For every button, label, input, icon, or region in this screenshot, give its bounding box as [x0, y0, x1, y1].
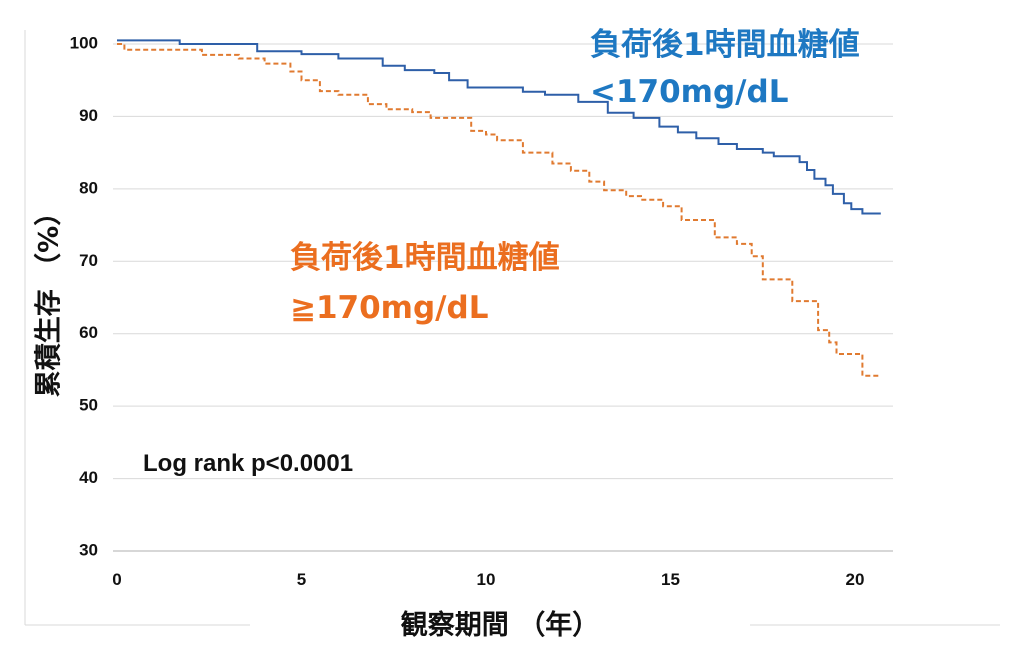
series-label-high-glucose-line2: ≧170mg/dL: [290, 290, 488, 326]
series-label-high-glucose-line1: 負荷後1時間血糖値: [290, 240, 560, 276]
y-tick-label: 100: [70, 33, 98, 52]
x-tick-label: 5: [297, 570, 306, 589]
y-tick-label: 80: [79, 178, 98, 197]
log-rank-annotation: Log rank p<0.0001: [143, 450, 353, 477]
y-axis-title: 累積生存 （%）: [34, 199, 65, 397]
x-tick-label: 0: [112, 570, 121, 589]
series-line-low-glucose: [117, 39, 881, 215]
y-tick-label: 50: [79, 396, 98, 415]
y-tick-label: 30: [79, 540, 98, 559]
x-tick-labels: 0 5 10 15 20: [112, 570, 864, 589]
survival-curves: [117, 39, 881, 377]
x-tick-label: 10: [477, 570, 496, 589]
x-tick-label: 15: [661, 570, 680, 589]
y-tick-label: 90: [79, 106, 98, 125]
series-label-low-glucose-line1: 負荷後1時間血糖値: [590, 27, 860, 63]
y-tick-labels: 100 90 80 70 60 50 40 30: [70, 33, 98, 559]
y-tick-label: 60: [79, 323, 98, 342]
x-axis-title: 観察期間 （年）: [401, 609, 599, 641]
x-tick-label: 20: [846, 570, 865, 589]
series-label-low-glucose-line2: <170mg/dL: [590, 74, 788, 110]
series-line-high-glucose: [117, 43, 881, 377]
y-tick-label: 40: [79, 468, 98, 487]
y-tick-label: 70: [79, 251, 98, 270]
